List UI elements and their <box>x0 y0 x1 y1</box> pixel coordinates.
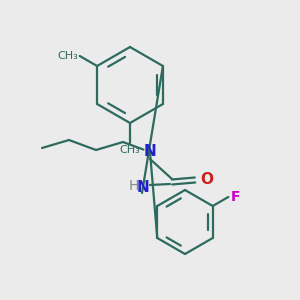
Text: CH₃: CH₃ <box>57 51 78 61</box>
Text: H: H <box>129 179 139 193</box>
Text: N: N <box>136 179 149 194</box>
Text: F: F <box>230 190 240 204</box>
Text: N: N <box>144 145 156 160</box>
Text: CH₃: CH₃ <box>120 145 140 155</box>
Text: O: O <box>200 172 213 188</box>
